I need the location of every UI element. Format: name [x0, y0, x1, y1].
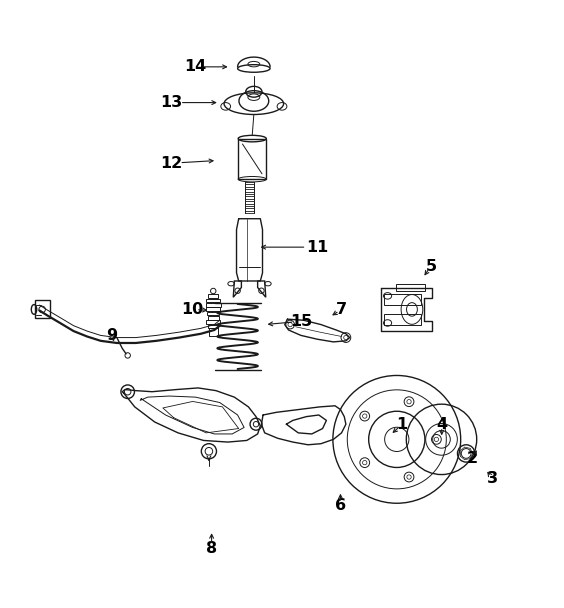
Text: 8: 8: [206, 541, 217, 556]
Text: 12: 12: [160, 156, 182, 171]
Text: 1: 1: [396, 416, 408, 432]
Text: 6: 6: [335, 498, 346, 513]
Text: 2: 2: [467, 451, 478, 466]
Text: 13: 13: [160, 95, 182, 110]
Text: 7: 7: [336, 302, 347, 317]
Text: 3: 3: [487, 471, 497, 486]
Text: 4: 4: [436, 416, 447, 432]
Text: 5: 5: [425, 258, 437, 274]
Text: 10: 10: [182, 302, 204, 317]
Text: 9: 9: [106, 328, 117, 343]
Text: 15: 15: [290, 314, 312, 329]
Text: 14: 14: [184, 60, 206, 74]
Text: 11: 11: [306, 240, 328, 255]
